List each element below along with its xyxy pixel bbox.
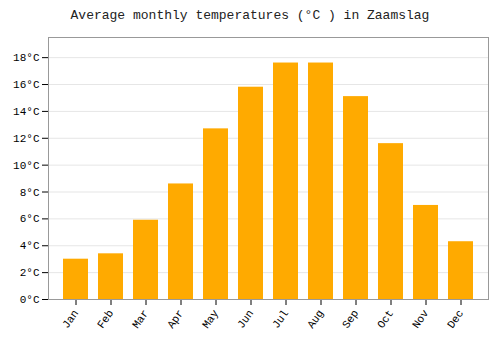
svg-text:Nov: Nov <box>410 307 431 330</box>
svg-text:16°C: 16°C <box>13 79 40 91</box>
svg-text:Aug: Aug <box>305 308 326 331</box>
svg-text:Jul: Jul <box>270 308 291 331</box>
svg-text:10°C: 10°C <box>13 160 40 172</box>
svg-text:14°C: 14°C <box>13 106 40 118</box>
svg-text:Sep: Sep <box>340 308 361 331</box>
svg-text:Jun: Jun <box>235 308 256 331</box>
svg-text:8°C: 8°C <box>20 187 40 199</box>
svg-text:May: May <box>200 307 221 330</box>
svg-text:Jan: Jan <box>60 308 81 331</box>
svg-text:2°C: 2°C <box>20 267 40 279</box>
svg-text:18°C: 18°C <box>13 52 40 64</box>
svg-text:Apr: Apr <box>165 308 186 331</box>
html-text:Average monthly temperatures (: Average monthly temperatures (°C ) in Za… <box>70 8 430 23</box>
svg-text:Mar: Mar <box>130 308 151 331</box>
svg-text:0°C: 0°C <box>20 294 40 306</box>
svg-text:Oct: Oct <box>375 308 396 331</box>
svg-text:Feb: Feb <box>95 308 116 331</box>
svg-text:6°C: 6°C <box>20 213 40 225</box>
svg-text:Dec: Dec <box>445 308 466 331</box>
svg-text:12°C: 12°C <box>13 133 40 145</box>
svg-text:4°C: 4°C <box>20 240 40 252</box>
